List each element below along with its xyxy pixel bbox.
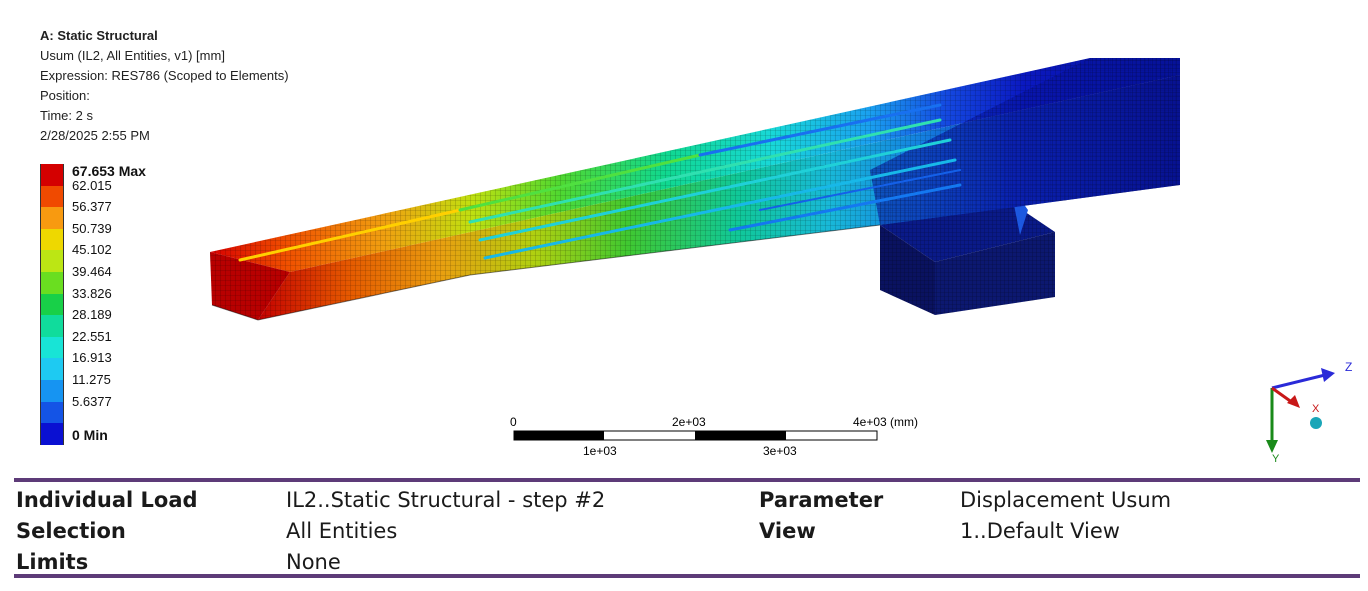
result-position: Position:	[40, 88, 90, 103]
legend-swatch	[40, 358, 64, 380]
legend-entry: 50.739	[40, 221, 200, 251]
legend-swatch	[40, 401, 64, 424]
result-name: Usum (IL2, All Entities, v1) [mm]	[40, 48, 225, 63]
view-label: View	[759, 519, 816, 543]
result-header: A: Static Structural Usum (IL2, All Enti…	[40, 26, 289, 146]
result-time: Time: 2 s	[40, 108, 93, 123]
legend-label: 50.739	[72, 220, 112, 236]
legend-swatch	[40, 380, 64, 402]
scale-label-1e3: 1e+03	[583, 444, 617, 458]
scale-label-3e3: 3e+03	[763, 444, 797, 458]
fe-model-contour[interactable]	[0, 0, 1368, 470]
legend-entry: 28.189	[40, 307, 200, 337]
legend-label: 39.464	[72, 264, 112, 279]
z-axis-label: Z	[1345, 360, 1352, 374]
scale-label-4e3: 4e+03 (mm)	[853, 415, 918, 429]
result-expression: Expression: RES786 (Scoped to Elements)	[40, 68, 289, 83]
legend-entry: 33.826	[40, 286, 200, 316]
legend-label: 33.826	[72, 285, 112, 301]
legend-entry: 11.275	[40, 372, 200, 402]
scale-label-2e3: 2e+03	[672, 415, 706, 429]
analysis-title: A: Static Structural	[40, 28, 158, 43]
result-date: 2/28/2025 2:55 PM	[40, 128, 150, 143]
legend-entry: 67.653 Max	[40, 163, 200, 186]
legend-label: 16.913	[72, 350, 112, 366]
view-value: 1..Default View	[960, 519, 1120, 543]
legend-label: 56.377	[72, 199, 112, 215]
selection-value: All Entities	[286, 519, 398, 543]
legend-entry: 45.102	[40, 242, 200, 272]
legend-swatch	[40, 423, 64, 445]
legend-swatch	[40, 185, 64, 208]
legend-label: 0 Min	[72, 427, 108, 444]
limits-value: None	[286, 550, 341, 574]
legend-swatch	[40, 164, 64, 186]
legend-entry: 56.377	[40, 199, 200, 229]
coordinate-triad[interactable]: Z X Y	[1255, 355, 1360, 465]
legend-label: 67.653 Max	[72, 163, 146, 179]
scale-label-0: 0	[510, 415, 517, 429]
scale-bar: 0 2e+03 4e+03 (mm) 1e+03 3e+03	[510, 415, 918, 458]
legend-entry: 22.551	[40, 329, 200, 359]
individual-load-value: IL2..Static Structural - step #2	[286, 488, 606, 512]
x-axis-label: X	[1312, 403, 1320, 415]
legend-swatch	[40, 315, 64, 337]
stiffener-ribs	[238, 103, 962, 262]
info-table: Individual Load IL2..Static Structural -…	[14, 478, 1360, 578]
support-block	[880, 185, 1055, 315]
legend-swatch	[40, 228, 64, 251]
graphics-viewport[interactable]: A: Static Structural Usum (IL2, All Enti…	[0, 0, 1368, 470]
legend-label: 45.102	[72, 242, 112, 258]
legend-swatch	[40, 336, 64, 359]
legend-label: 28.189	[72, 307, 112, 323]
legend-entry: 16.913	[40, 350, 200, 380]
legend-label: 62.015	[72, 177, 112, 193]
y-axis-label: Y	[1272, 453, 1280, 465]
legend-swatch	[40, 250, 64, 272]
legend-label: 11.275	[72, 372, 111, 387]
parameter-value: Displacement Usum	[960, 488, 1172, 512]
selection-label: Selection	[16, 519, 126, 543]
legend-label: 22.551	[72, 328, 112, 344]
legend-label: 5.6377	[72, 393, 112, 409]
parameter-label: Parameter	[759, 488, 884, 512]
limits-label: Limits	[16, 550, 89, 574]
z-axis-arrow	[1271, 373, 1326, 390]
legend-entry: 62.015	[40, 178, 200, 208]
legend-swatch	[40, 293, 64, 316]
legend-swatch	[40, 207, 64, 229]
legend-entry: 39.464	[40, 264, 200, 294]
legend-entry: 0 Min	[40, 423, 200, 445]
triad-origin-sphere	[1310, 417, 1322, 429]
legend-swatch	[40, 272, 64, 294]
legend-entry: 5.6377	[40, 394, 200, 424]
individual-load-label: Individual Load	[16, 488, 198, 512]
